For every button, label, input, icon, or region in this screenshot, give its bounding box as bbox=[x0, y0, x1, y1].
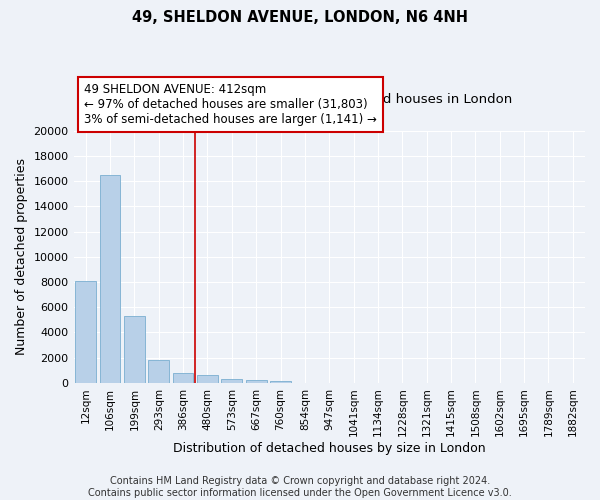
Text: 49 SHELDON AVENUE: 412sqm
← 97% of detached houses are smaller (31,803)
3% of se: 49 SHELDON AVENUE: 412sqm ← 97% of detac… bbox=[84, 82, 377, 126]
X-axis label: Distribution of detached houses by size in London: Distribution of detached houses by size … bbox=[173, 442, 485, 455]
Bar bbox=[197, 374, 218, 383]
Bar bbox=[148, 360, 169, 383]
Title: Size of property relative to detached houses in London: Size of property relative to detached ho… bbox=[146, 93, 512, 106]
Text: Contains HM Land Registry data © Crown copyright and database right 2024.
Contai: Contains HM Land Registry data © Crown c… bbox=[88, 476, 512, 498]
Bar bbox=[270, 381, 291, 383]
Bar bbox=[173, 372, 193, 383]
Bar bbox=[221, 380, 242, 383]
Text: 49, SHELDON AVENUE, LONDON, N6 4NH: 49, SHELDON AVENUE, LONDON, N6 4NH bbox=[132, 10, 468, 25]
Bar bbox=[246, 380, 266, 383]
Y-axis label: Number of detached properties: Number of detached properties bbox=[15, 158, 28, 356]
Bar bbox=[76, 280, 96, 383]
Bar bbox=[100, 175, 121, 383]
Bar bbox=[124, 316, 145, 383]
